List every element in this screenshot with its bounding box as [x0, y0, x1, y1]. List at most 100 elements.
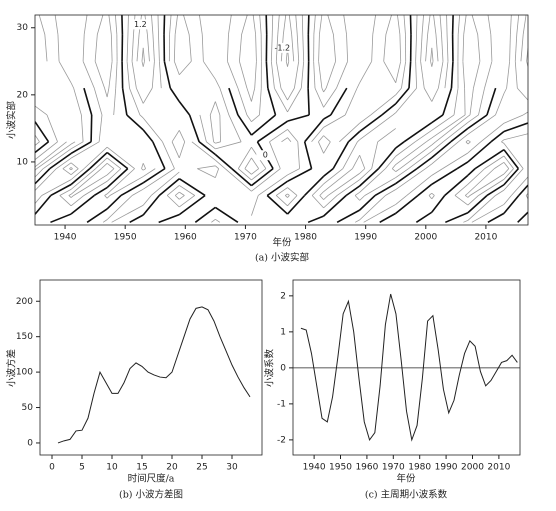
- contour-line: [251, 168, 259, 175]
- contour-line: [44, 34, 48, 62]
- contour-label: 0: [263, 151, 268, 160]
- contour-line: [287, 87, 302, 113]
- contour-line: [228, 87, 239, 116]
- contour-line: [495, 189, 505, 196]
- contour-line: [467, 139, 471, 143]
- contour-line: [323, 168, 353, 192]
- contour-line: [453, 88, 459, 116]
- contour-line: [323, 114, 332, 120]
- y-tick-label: 30: [17, 23, 29, 33]
- contour-line: [509, 15, 512, 35]
- contour-line: [284, 195, 288, 198]
- contour-line: [98, 114, 103, 142]
- contour-line: [359, 61, 373, 83]
- contour-line: [487, 212, 505, 224]
- contour-line: [269, 129, 288, 143]
- contour-line: [371, 141, 379, 169]
- contour-line: [323, 168, 344, 185]
- contour-line: [113, 88, 117, 115]
- contour-line: [287, 195, 290, 198]
- contour-line: [323, 87, 337, 108]
- contour-line: [169, 87, 180, 102]
- contour-line: [503, 168, 510, 175]
- contour-line: [399, 144, 433, 169]
- y-tick-label: 150: [16, 332, 33, 342]
- contour-line: [82, 34, 85, 62]
- contour-line: [302, 34, 305, 62]
- contour-line: [469, 173, 505, 196]
- contour-line: [303, 141, 313, 169]
- contour-line: [70, 167, 73, 169]
- contour-line: [336, 209, 361, 224]
- contour-line: [385, 189, 396, 196]
- contour-line: [478, 179, 505, 196]
- contour-line: [35, 168, 51, 185]
- contour-line: [431, 194, 446, 213]
- contour-line: [354, 219, 360, 223]
- x-tick-label: 25: [196, 463, 207, 473]
- contour-line: [490, 130, 505, 143]
- contour-line: [318, 141, 324, 154]
- contour-line: [464, 88, 466, 115]
- y-tick-label: -1: [277, 399, 286, 409]
- contour-line: [304, 175, 325, 197]
- contour-line: [395, 195, 408, 205]
- contour-line: [104, 195, 108, 199]
- contour-line: [70, 168, 79, 176]
- contour-line: [395, 168, 426, 190]
- contour-line: [374, 182, 397, 197]
- contour-line: [503, 168, 514, 180]
- contour-line: [211, 219, 216, 223]
- x-tick-label: 15: [136, 463, 147, 473]
- contour-line: [227, 61, 239, 89]
- contour-line: [209, 114, 214, 142]
- x-tick-label: 2000: [461, 463, 484, 473]
- contour-line: [35, 195, 43, 204]
- contour-line: [286, 194, 306, 215]
- contour-line: [471, 15, 479, 35]
- contour-line: [325, 61, 336, 89]
- contour-line: [467, 168, 485, 185]
- contour-line: [484, 61, 493, 89]
- contour-line: [395, 141, 416, 157]
- contour-line: [171, 141, 180, 159]
- contour-line: [143, 168, 146, 171]
- contour-line: [503, 87, 507, 94]
- contour-line: [142, 129, 154, 143]
- contour-line: [228, 114, 242, 142]
- contour-line: [323, 87, 327, 93]
- contour-line: [359, 168, 386, 193]
- contour-line: [158, 178, 180, 197]
- contour-line: [307, 215, 324, 224]
- contour-line: [456, 161, 469, 170]
- contour-line: [458, 134, 469, 143]
- contour-line: [251, 157, 259, 169]
- contour-line: [70, 168, 102, 195]
- contour-line: [377, 128, 396, 143]
- contour-line: [35, 141, 50, 154]
- contour-line: [83, 146, 108, 169]
- y-axis-label: 小波方差: [6, 349, 18, 387]
- contour-line: [506, 61, 511, 89]
- contour-line: [246, 88, 252, 102]
- contour-line: [54, 15, 59, 35]
- contour-line: [35, 121, 50, 143]
- contour-line: [269, 141, 281, 169]
- contour-line: [213, 141, 216, 144]
- contour-line: [287, 114, 310, 122]
- contour-line: [431, 114, 466, 139]
- y-tick-label: 0: [27, 438, 33, 448]
- contour-line: [503, 168, 524, 191]
- contour-line: [175, 195, 180, 200]
- contour-line: [359, 195, 366, 201]
- contour-line: [142, 167, 166, 184]
- contour-line: [287, 195, 298, 207]
- contour-line: [392, 112, 396, 116]
- x-tick-label: 1940: [54, 233, 77, 243]
- contour-line: [96, 15, 104, 35]
- contour-line: [250, 114, 277, 136]
- contour-line: [377, 147, 397, 170]
- contour-line: [89, 151, 108, 170]
- contour-line: [518, 184, 528, 197]
- x-tick-label: 1940: [303, 463, 326, 473]
